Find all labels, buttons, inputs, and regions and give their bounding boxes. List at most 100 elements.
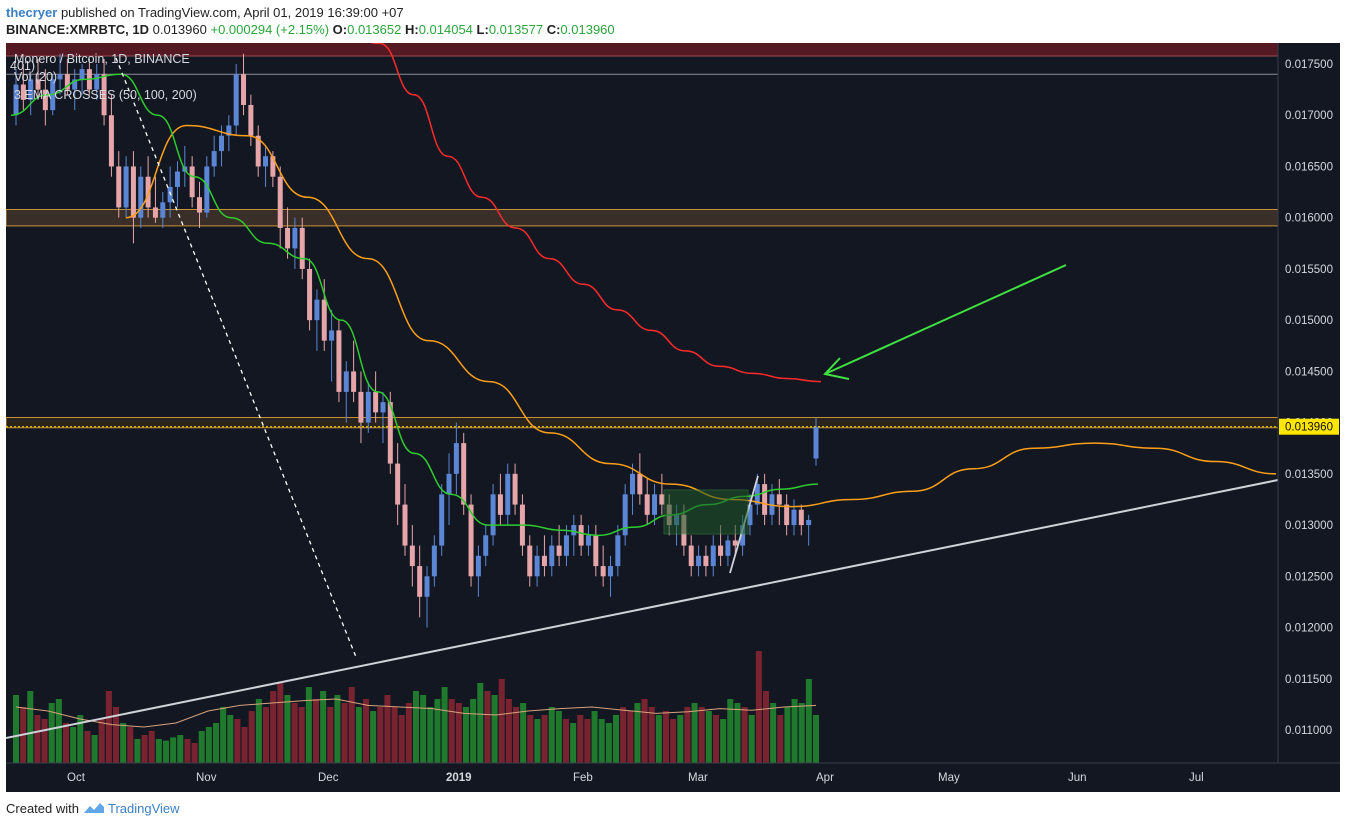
candle-body [549,545,555,567]
volume-bar [220,707,227,763]
candle-body [307,268,313,321]
volume-bar [91,735,98,763]
price-tick-label: 0.016000 [1285,213,1333,225]
consolidation-box [663,489,749,535]
volume-bar [755,651,762,763]
volume-bar [813,715,819,763]
volume-bar [598,719,605,763]
candle-body [64,74,70,90]
candle-body [329,330,335,341]
volume-bar [84,731,91,763]
volume-bar [455,703,462,763]
candle-body [424,576,430,597]
arrow-head [823,357,850,380]
candle-body [762,484,768,515]
candle-body [732,540,738,546]
volume-bar [541,715,548,763]
volume-bar [398,715,405,763]
price-tick-label: 0.011000 [1285,725,1332,737]
candle-body [94,74,100,90]
volume-bar [748,715,755,763]
candle-body [321,299,327,341]
volume-bar [355,707,362,763]
candle-body [130,166,136,218]
volume-bar [120,723,127,763]
volume-bar [241,727,248,763]
candle-body [292,227,298,249]
candle-body [402,504,408,546]
time-tick-label: Jun [1068,772,1087,784]
volume-bar [620,707,627,763]
volume-bar [413,691,419,763]
candle-body [563,535,569,556]
price-chart[interactable]: 0.017500 0.017000 0.016500 0.016000 0.015500… [6,43,1340,792]
resistance-zone-014 [6,416,1279,429]
open-label: O: [332,22,348,37]
volume-bar [105,691,112,763]
candle-body [571,525,577,536]
volume-bar [63,723,69,763]
volume-bar [698,707,705,763]
volume-bar [27,691,34,763]
volume-bar [770,703,777,763]
candle-body [593,535,599,567]
volume-bar [777,715,784,763]
volume-bar [234,719,241,763]
tradingview-link[interactable]: TradingView [108,801,180,816]
candle-body [453,443,459,474]
candle-body [556,545,562,556]
price-tick-label: 0.017000 [1285,110,1333,122]
candle-body [439,494,445,546]
volume-bar [577,715,584,763]
legend-stray: 401) [10,59,36,73]
candle-body [630,473,636,495]
candle-body [461,443,467,505]
price-tick-label: 0.011500 [1285,674,1332,686]
volume-bar [570,723,577,763]
time-tick-label: Jul [1189,772,1204,784]
volume-bar [70,727,77,763]
volume-bar [184,739,191,763]
volume-bar [441,687,448,763]
volume-bar [513,707,519,763]
candles [13,53,819,628]
low-label: L: [476,22,489,37]
candle-body [725,540,731,556]
ascending-trendline [6,479,1279,739]
volume-bar [313,699,319,763]
candle-body [152,207,158,218]
time-tick-label: Mar [688,772,708,784]
price-tick-label: 0.012000 [1285,623,1333,635]
time-tick-label: 2019 [446,772,472,784]
candle-body [145,176,151,208]
candle-body [431,545,437,577]
volume-bar [305,687,312,763]
publish-line: thecryer published on TradingView.com, A… [6,4,615,21]
volume-bar [327,707,334,763]
time-tick-label: Dec [318,772,339,784]
chart-area[interactable]: 0.017500 0.017000 0.016500 0.016000 0.015500… [6,43,1340,792]
volume-bar [477,683,484,763]
candle-body [241,74,247,105]
legend-ema: 3 EMA CROSSES (50, 100, 200) [14,88,197,102]
volume-bar [13,695,19,763]
volume-bar [727,699,734,763]
candle-body [791,509,797,526]
time-tick-label: Apr [816,772,834,784]
candle-body [718,545,724,556]
descending-trendline [115,57,357,658]
author-link[interactable]: thecryer [6,5,58,20]
candle-body [42,89,48,111]
candle-body [174,171,180,187]
candle-body [497,494,503,515]
volume-bar [291,703,298,763]
ema100-line [125,124,1277,508]
candle-body [285,227,291,249]
chart-header: thecryer published on TradingView.com, A… [6,4,615,38]
volume-bar [805,679,812,763]
legend-title: Monero / Bitcoin, 1D, BINANCE [14,52,190,66]
volume-bar [127,727,134,763]
volume-bar [677,715,684,763]
price-tick-label: 0.013000 [1285,520,1333,532]
close-value: 0.013960 [560,22,615,37]
